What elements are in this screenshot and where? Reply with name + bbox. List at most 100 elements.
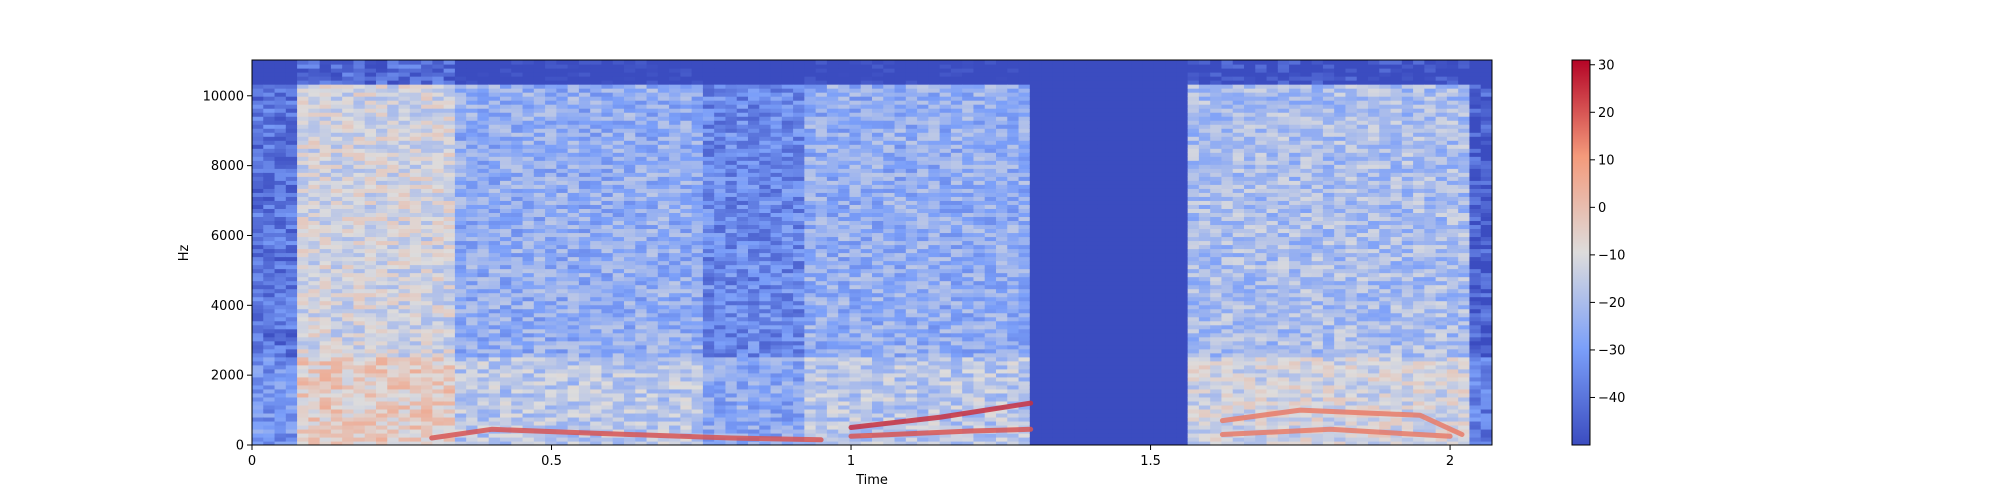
heatmap-cell bbox=[297, 124, 309, 129]
heatmap-cell bbox=[342, 288, 355, 294]
heatmap-cell bbox=[826, 384, 839, 390]
heatmap-cell bbox=[353, 420, 366, 426]
heatmap-cell bbox=[624, 156, 636, 161]
heatmap-cell bbox=[669, 284, 681, 290]
heatmap-cell bbox=[657, 392, 670, 398]
heatmap-cell bbox=[454, 220, 467, 226]
heatmap-cell bbox=[815, 300, 828, 306]
heatmap-cell bbox=[646, 72, 659, 77]
heatmap-cell bbox=[725, 120, 738, 125]
heatmap-cell bbox=[826, 172, 839, 177]
heatmap-cell bbox=[409, 124, 422, 129]
heatmap-cell bbox=[308, 224, 321, 230]
heatmap-cell bbox=[691, 188, 704, 193]
heatmap-cell bbox=[567, 108, 580, 113]
heatmap-cell bbox=[624, 140, 636, 145]
heatmap-cell bbox=[409, 256, 422, 262]
heatmap-cell bbox=[500, 248, 512, 254]
heatmap-cell bbox=[500, 440, 512, 445]
heatmap-cell bbox=[793, 364, 805, 370]
heatmap-cell bbox=[759, 148, 772, 153]
heatmap-cell bbox=[759, 76, 772, 81]
heatmap-cell bbox=[691, 108, 704, 113]
heatmap-cell bbox=[522, 328, 535, 334]
heatmap-cell bbox=[545, 220, 557, 226]
heatmap-cell bbox=[285, 352, 298, 358]
heatmap-cell bbox=[680, 336, 693, 342]
heatmap-cell bbox=[500, 408, 512, 414]
heatmap-cell bbox=[319, 272, 332, 278]
heatmap-cell bbox=[702, 252, 715, 258]
heatmap-cell bbox=[545, 184, 557, 189]
heatmap-cell bbox=[252, 96, 264, 101]
heatmap-cell bbox=[511, 320, 524, 326]
heatmap-cell bbox=[330, 260, 343, 266]
heatmap-cell bbox=[353, 344, 366, 350]
heatmap-cell bbox=[556, 380, 569, 386]
heatmap-cell bbox=[669, 124, 681, 129]
heatmap-cell bbox=[443, 188, 456, 193]
heatmap-cell bbox=[601, 352, 614, 358]
heatmap-cell bbox=[319, 428, 332, 434]
heatmap-cell bbox=[578, 368, 591, 374]
heatmap-cell bbox=[387, 232, 400, 238]
heatmap-cell bbox=[432, 184, 445, 189]
heatmap-cell bbox=[409, 84, 422, 89]
heatmap-cell bbox=[612, 392, 625, 398]
heatmap-cell bbox=[511, 376, 524, 382]
heatmap-cell bbox=[635, 248, 648, 254]
heatmap-cell bbox=[443, 288, 456, 294]
heatmap-cell bbox=[364, 428, 377, 434]
heatmap-cell bbox=[274, 332, 287, 338]
heatmap-cell bbox=[578, 72, 591, 77]
heatmap-cell bbox=[432, 336, 445, 342]
heatmap-cell bbox=[691, 376, 704, 382]
heatmap-cell bbox=[342, 100, 355, 105]
heatmap-cell bbox=[387, 268, 400, 274]
heatmap-cell bbox=[330, 376, 343, 382]
heatmap-cell bbox=[826, 160, 839, 165]
heatmap-cell bbox=[657, 128, 670, 133]
heatmap-cell bbox=[714, 368, 727, 374]
heatmap-cell bbox=[533, 256, 546, 262]
heatmap-cell bbox=[454, 280, 467, 286]
heatmap-cell bbox=[646, 272, 659, 278]
heatmap-cell bbox=[545, 240, 557, 246]
heatmap-cell bbox=[398, 240, 411, 246]
heatmap-cell bbox=[793, 212, 805, 218]
heatmap-cell bbox=[500, 384, 512, 390]
heatmap-cell bbox=[364, 176, 377, 181]
heatmap-cell bbox=[601, 408, 614, 414]
heatmap-cell bbox=[657, 280, 670, 286]
heatmap-cell bbox=[725, 204, 738, 209]
heatmap-cell bbox=[601, 80, 614, 85]
heatmap-cell bbox=[804, 208, 817, 213]
heatmap-cell bbox=[319, 160, 332, 165]
heatmap-cell bbox=[748, 112, 760, 117]
heatmap-cell bbox=[319, 124, 332, 129]
heatmap-cell bbox=[815, 188, 828, 193]
heatmap-cell bbox=[477, 360, 490, 366]
heatmap-cell bbox=[702, 216, 715, 222]
heatmap-cell bbox=[770, 168, 783, 173]
heatmap-cell bbox=[522, 440, 535, 445]
heatmap-cell bbox=[500, 296, 512, 302]
heatmap-cell bbox=[522, 352, 535, 358]
heatmap-cell bbox=[330, 96, 343, 101]
heatmap-cell bbox=[826, 256, 839, 262]
heatmap-cell bbox=[319, 84, 332, 89]
heatmap-cell bbox=[398, 196, 411, 201]
heatmap-cell bbox=[285, 188, 298, 193]
heatmap-cell bbox=[533, 360, 546, 366]
heatmap-cell bbox=[759, 204, 772, 209]
heatmap-cell bbox=[725, 380, 738, 386]
heatmap-cell bbox=[297, 136, 309, 141]
heatmap-cell bbox=[635, 368, 648, 374]
heatmap-cell bbox=[522, 284, 535, 290]
heatmap-cell bbox=[590, 436, 603, 442]
heatmap-cell bbox=[556, 120, 569, 125]
heatmap-cell bbox=[308, 268, 321, 274]
heatmap-cell bbox=[330, 188, 343, 193]
heatmap-cell bbox=[567, 228, 580, 234]
